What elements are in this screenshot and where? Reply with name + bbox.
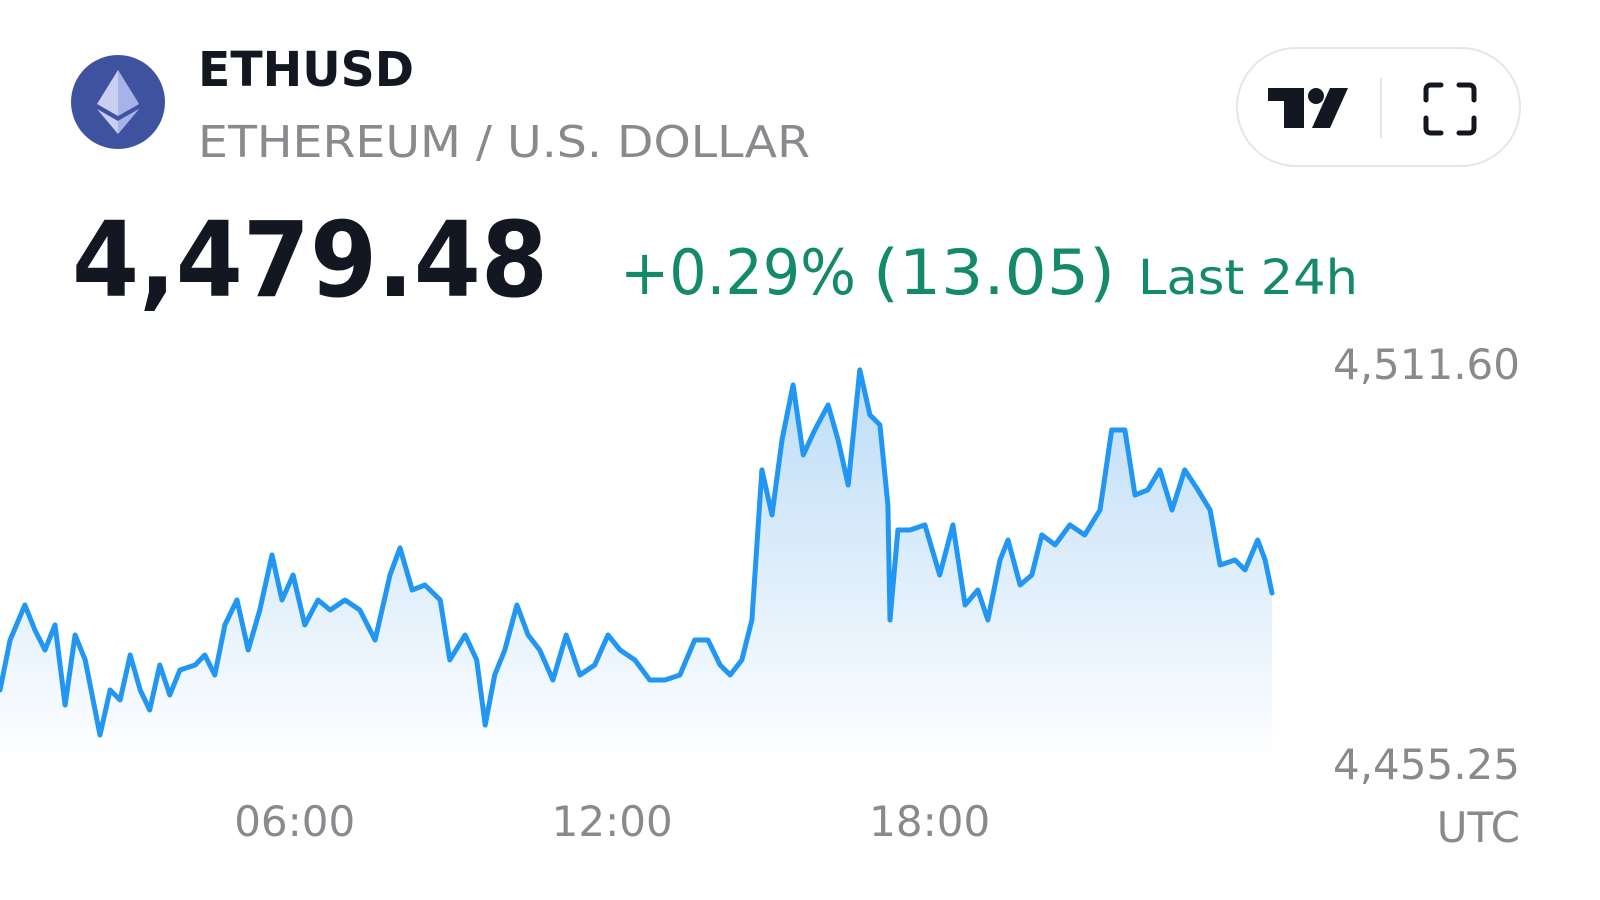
x-tick-label: 18:00 [869,797,990,846]
x-tick-label: 12:00 [552,797,673,846]
change: (13.05) [873,236,1115,309]
symbol: ETHUSD [198,42,414,98]
price: 4,479.48 [72,199,548,321]
y-tick-label: 4,455.25 [1333,740,1520,789]
price-line [0,367,1275,738]
x-tick-label: 06:00 [234,797,355,846]
change-percent: +0.29% [620,236,856,309]
area-fill [0,369,1272,765]
fullscreen-button[interactable] [1423,82,1477,136]
timezone: UTC [1437,803,1520,852]
coin-logo [71,55,165,149]
tradingview-button[interactable] [1268,88,1348,128]
toolbar [1236,47,1521,167]
period: Last 24h [1138,250,1358,306]
instrument-name: ETHEREUM / U.S. DOLLAR [198,117,810,168]
y-tick-label: 4,511.60 [1333,340,1520,389]
